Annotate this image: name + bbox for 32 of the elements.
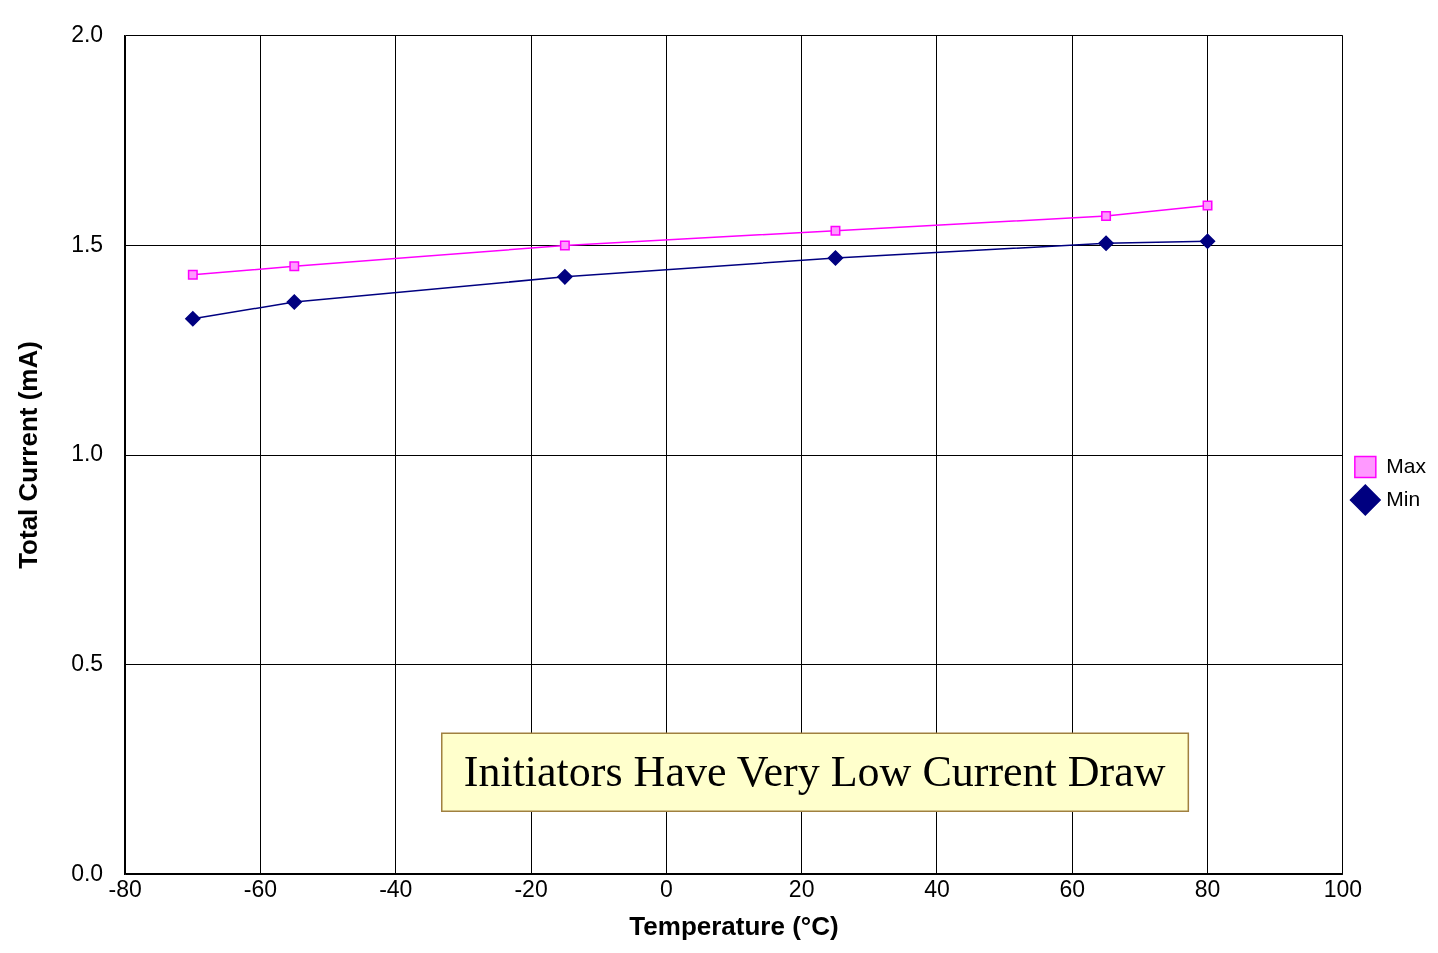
y-axis-title: Total Current (mA) — [12, 341, 43, 569]
point — [1101, 211, 1112, 222]
point — [185, 311, 201, 327]
y-tick-label: 1.0 — [71, 440, 104, 467]
point — [1202, 200, 1213, 211]
legend-label: Max — [1386, 453, 1427, 477]
point — [1098, 235, 1114, 252]
x-tick-label: 0 — [659, 876, 673, 903]
y-tick-label: 1.5 — [71, 230, 104, 257]
x-tick-label: 40 — [924, 876, 950, 903]
legend-label: Min — [1386, 486, 1421, 510]
x-tick-label: 100 — [1323, 876, 1363, 903]
x-tick-label: -20 — [514, 876, 548, 903]
point — [1199, 233, 1216, 249]
x-tick-label: -40 — [379, 876, 413, 903]
point — [827, 250, 844, 266]
point — [557, 269, 573, 285]
annotation: Initiators Have Very Low Current Draw — [463, 746, 1166, 796]
y-tick-label: 2.0 — [71, 21, 104, 48]
y-tick-label: 0.5 — [71, 649, 104, 676]
x-tick-label: 20 — [788, 876, 815, 903]
point — [289, 261, 300, 272]
x-tick-label: -80 — [108, 876, 142, 903]
x-tick-label: 80 — [1194, 876, 1221, 903]
point — [830, 225, 841, 236]
y-tick-label: 0.0 — [71, 859, 104, 886]
point — [187, 269, 198, 280]
x-axis-title: Temperature (°C) — [629, 910, 839, 941]
point — [286, 294, 303, 310]
point — [559, 240, 570, 251]
x-tick-label: -60 — [243, 876, 278, 903]
x-tick-label: 60 — [1059, 876, 1086, 903]
